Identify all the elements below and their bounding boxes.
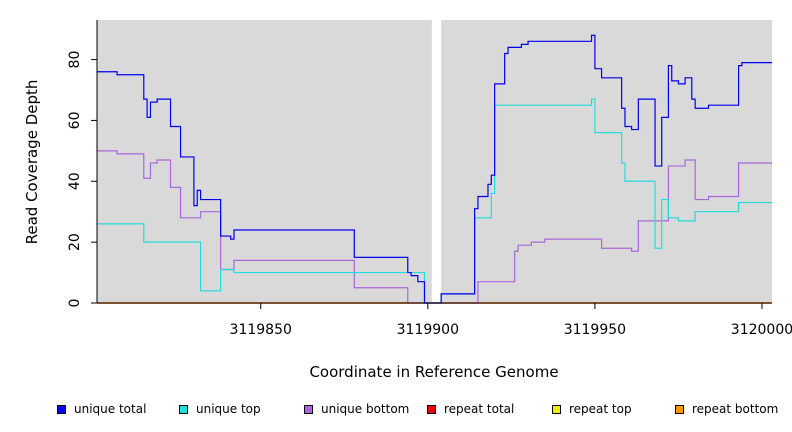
legend-item-unique-total: unique total: [57, 398, 146, 420]
legend-label: unique total: [74, 402, 147, 416]
legend-swatch: [427, 404, 436, 414]
y-tick-label: 40: [67, 172, 83, 190]
legend-swatch: [57, 404, 66, 414]
y-tick-label: 60: [67, 112, 83, 130]
legend-item-repeat-top: repeat top: [552, 398, 632, 420]
legend-label: repeat bottom: [692, 402, 779, 416]
axis-layer: 0 20 40 60 80 3119850 3119900 3119950 3120000: [67, 20, 792, 338]
legend-swatch: [304, 404, 313, 414]
legend-swatch: [675, 404, 684, 414]
x-tick-label: 3119900: [397, 322, 459, 338]
y-tick-label: 0: [67, 299, 83, 308]
x-tick-label: 3119950: [564, 322, 626, 338]
legend-item-unique-bottom: unique bottom: [304, 398, 409, 420]
series-unique-bottom: [97, 150, 772, 304]
y-axis-label: Read Coverage Depth: [23, 80, 41, 245]
legend-item-repeat-bottom: repeat bottom: [675, 398, 778, 420]
y-tick-label: 80: [67, 51, 83, 69]
legend: unique total unique top unique bottom repea…: [0, 398, 792, 420]
gap-band: [431, 20, 442, 303]
legend-item-repeat-total: repeat total: [427, 398, 514, 420]
x-tick-label: 3120000: [731, 322, 792, 338]
series-unique-total: [97, 34, 772, 304]
series-unique-top: [97, 98, 772, 304]
legend-label: unique bottom: [321, 402, 410, 416]
legend-label: repeat top: [569, 402, 632, 416]
x-axis-label: Coordinate in Reference Genome: [309, 363, 558, 381]
legend-label: repeat total: [444, 402, 515, 416]
legend-swatch: [179, 404, 188, 414]
legend-swatch: [552, 404, 561, 414]
legend-item-unique-top: unique top: [179, 398, 261, 420]
legend-label: unique top: [196, 402, 261, 416]
x-tick-label: 3119850: [230, 322, 292, 338]
y-tick-label: 20: [67, 233, 83, 251]
